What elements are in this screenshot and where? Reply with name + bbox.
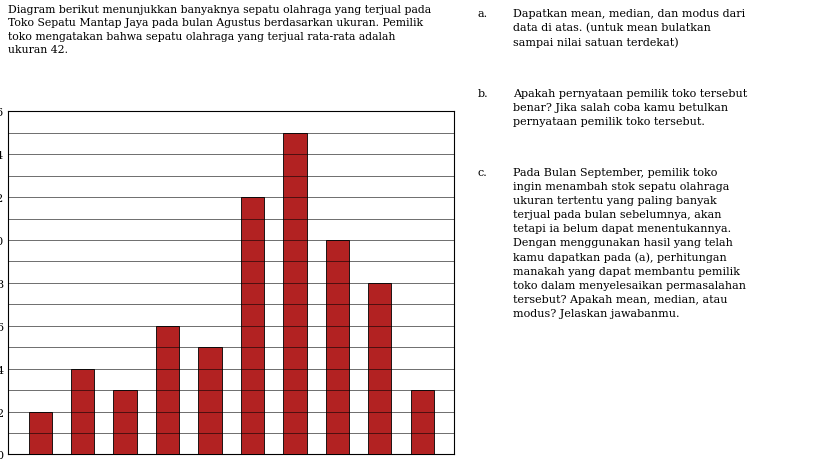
Bar [114, 390, 137, 454]
Bar [326, 241, 349, 454]
Text: Pada Bulan September, pemilik toko
ingin menambah stok sepatu olahraga
ukuran te: Pada Bulan September, pemilik toko ingin… [513, 168, 746, 318]
Bar [199, 347, 222, 454]
Text: c.: c. [477, 168, 487, 178]
Text: a.: a. [477, 9, 488, 19]
Bar [71, 369, 95, 454]
Bar [368, 283, 391, 454]
Bar [156, 326, 179, 454]
Bar [241, 198, 264, 454]
Text: Dapatkan mean, median, dan modus dari
data di atas. (untuk mean bulatkan
sampai : Dapatkan mean, median, dan modus dari da… [513, 9, 745, 48]
Bar [411, 390, 434, 454]
Text: Apakah pernyataan pemilik toko tersebut
benar? Jika salah coba kamu betulkan
per: Apakah pernyataan pemilik toko tersebut … [513, 89, 747, 126]
Bar [283, 134, 307, 454]
Bar [28, 412, 52, 454]
Text: b.: b. [477, 89, 488, 98]
Text: Diagram berikut menunjukkan banyaknya sepatu olahraga yang terjual pada
Toko Sep: Diagram berikut menunjukkan banyaknya se… [8, 5, 431, 55]
